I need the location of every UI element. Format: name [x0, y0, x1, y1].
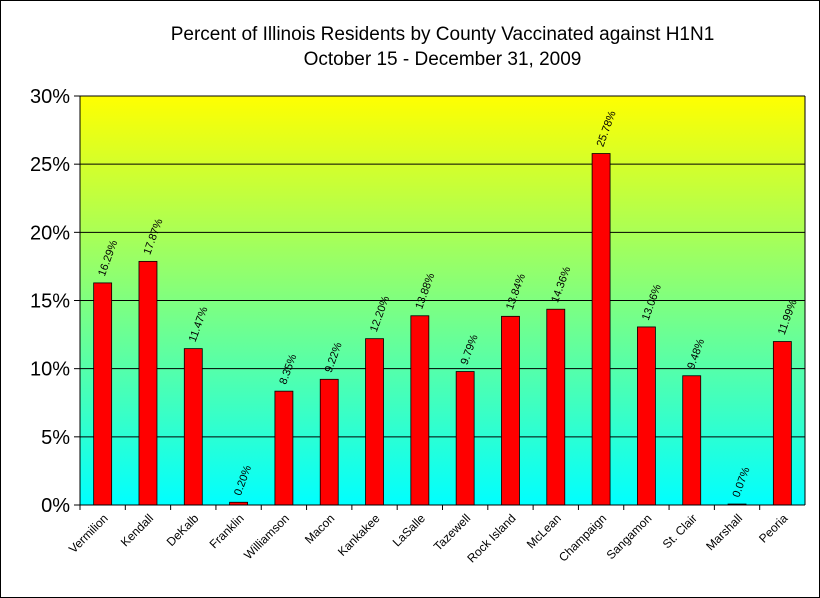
y-tick-label: 15% — [30, 291, 70, 313]
x-tick-label: McLean — [524, 511, 564, 551]
x-tick-label: Kendall — [118, 511, 156, 549]
chart-title: Percent of Illinois Residents by County … — [80, 22, 805, 72]
y-tick-label: 30% — [30, 86, 70, 108]
x-tick-label: Champaign — [556, 511, 609, 564]
x-tick-label: St. Clair — [660, 511, 700, 551]
x-tick-label: Macon — [302, 511, 337, 546]
bar-peoria — [772, 341, 792, 506]
bar-rock-island — [501, 315, 520, 506]
x-tick-label: Rock Island — [464, 511, 518, 565]
x-tick-label: Vermilion — [66, 511, 111, 556]
x-tick-label: DeKalb — [164, 511, 202, 549]
x-tick-label: Marshall — [703, 511, 745, 553]
bar-sangamon — [637, 326, 656, 506]
y-tick-label: 25% — [30, 154, 70, 176]
x-tick-label: Franklin — [207, 511, 247, 551]
bar-williamson — [274, 390, 294, 506]
bar-vermilion — [93, 282, 113, 506]
x-tick-label: Williamson — [241, 511, 292, 562]
bar-macon — [319, 378, 339, 506]
x-tick-label: Sangamon — [604, 511, 655, 562]
y-tick-label: 0% — [41, 495, 70, 517]
bar-mclean — [546, 308, 566, 506]
x-tick-labels: Vermilion Kendall DeKalb FranklinWilliamson… — [66, 511, 791, 565]
y-tick-label: 20% — [30, 222, 70, 244]
x-tick-label: LaSalle — [390, 511, 428, 549]
chart-title-line2: October 15 - December 31, 2009 — [303, 49, 582, 70]
bar-lasalle — [410, 315, 430, 506]
axes — [79, 96, 806, 506]
x-tick-label: Kankakee — [335, 511, 383, 559]
bar-kankakee — [365, 338, 384, 506]
y-tick-label: 10% — [30, 359, 70, 381]
y-tick-label: 5% — [41, 427, 70, 449]
bar-champaign — [591, 153, 611, 506]
bars — [93, 153, 792, 506]
bar-st-clair — [682, 375, 702, 506]
x-tick-label: Peoria — [756, 511, 791, 546]
bar-kendall — [138, 260, 158, 506]
bar-tazewell — [455, 371, 475, 506]
bar-dekalb — [183, 348, 203, 506]
x-tick-label: Tazewell — [431, 511, 473, 553]
chart-title-line1: Percent of Illinois Residents by County … — [170, 24, 715, 45]
y-tick-labels: 0% 5% 10% 15% 20% 25% 30% — [30, 86, 70, 517]
